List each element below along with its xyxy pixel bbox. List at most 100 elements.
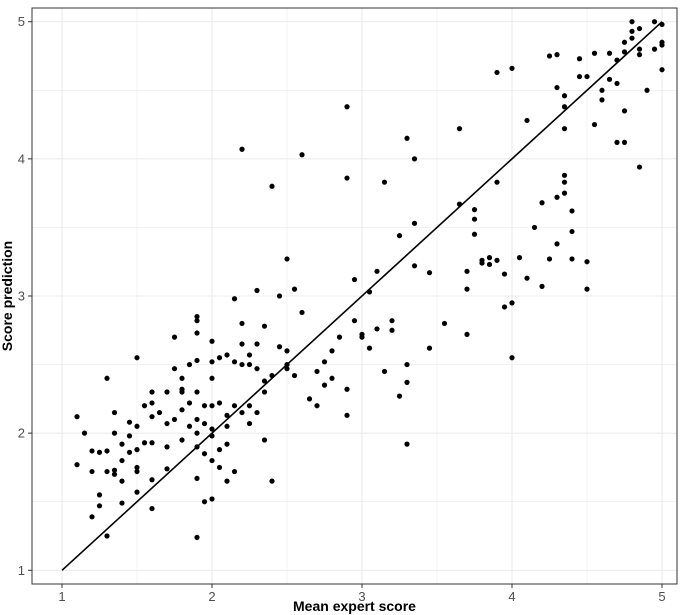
data-point xyxy=(231,468,238,475)
data-point xyxy=(239,409,245,416)
x-axis-title: Mean expert score xyxy=(293,598,416,614)
data-point xyxy=(351,276,358,283)
data-point xyxy=(359,334,365,340)
data-point xyxy=(164,466,170,472)
data-point xyxy=(464,268,470,274)
data-point xyxy=(546,256,553,262)
data-point xyxy=(554,241,560,247)
data-point xyxy=(201,499,208,505)
data-point xyxy=(194,330,200,336)
data-point xyxy=(156,409,163,416)
data-point xyxy=(134,423,140,429)
data-point xyxy=(209,496,215,502)
data-point xyxy=(464,331,470,337)
data-point xyxy=(561,104,568,110)
data-point xyxy=(224,412,230,418)
y-tick-label: 5 xyxy=(18,14,25,29)
data-point xyxy=(89,448,95,454)
data-point xyxy=(344,104,350,110)
data-point xyxy=(314,368,320,375)
data-point xyxy=(441,320,448,327)
data-point xyxy=(149,505,155,512)
data-point xyxy=(134,447,140,453)
data-point xyxy=(194,389,200,395)
data-point xyxy=(194,357,200,364)
data-point xyxy=(239,320,245,327)
data-point xyxy=(374,326,380,332)
data-point xyxy=(344,175,350,181)
data-point xyxy=(254,409,260,416)
data-point xyxy=(239,341,245,347)
data-point xyxy=(81,430,88,436)
x-tick-label: 4 xyxy=(508,589,515,604)
data-point xyxy=(126,449,133,455)
data-point xyxy=(141,403,148,409)
y-axis-title: Score prediction xyxy=(0,241,15,351)
y-tick-label: 2 xyxy=(18,426,25,441)
data-point xyxy=(216,447,223,453)
data-point xyxy=(471,231,478,237)
x-tick-label: 2 xyxy=(208,589,215,604)
data-point xyxy=(494,257,500,263)
data-point xyxy=(569,208,575,214)
data-point xyxy=(554,194,560,200)
data-point xyxy=(276,293,283,299)
data-point xyxy=(486,255,493,261)
data-point xyxy=(299,152,305,158)
data-point xyxy=(651,46,658,52)
data-point xyxy=(246,361,253,368)
data-point xyxy=(216,464,223,471)
data-point xyxy=(584,73,590,80)
data-point xyxy=(621,49,628,55)
data-point xyxy=(171,366,178,372)
data-point xyxy=(456,201,463,207)
data-point xyxy=(621,139,628,145)
data-point xyxy=(96,492,103,498)
data-point xyxy=(576,56,583,62)
data-point xyxy=(501,304,508,310)
data-point xyxy=(606,50,613,56)
data-point xyxy=(119,441,125,447)
data-point xyxy=(479,260,485,266)
data-point xyxy=(104,533,110,539)
data-point xyxy=(299,309,305,316)
data-point xyxy=(554,52,560,58)
data-point xyxy=(194,313,200,320)
data-point xyxy=(246,352,253,358)
data-point xyxy=(254,287,260,294)
data-point xyxy=(636,52,643,58)
data-point xyxy=(411,220,418,226)
data-point xyxy=(599,97,605,103)
data-point xyxy=(539,283,545,289)
data-point xyxy=(149,389,155,395)
x-tick-label: 5 xyxy=(658,589,665,604)
data-point xyxy=(561,190,568,196)
data-point xyxy=(509,65,515,71)
data-point xyxy=(501,271,508,277)
data-point xyxy=(404,361,410,368)
data-point xyxy=(119,500,125,506)
data-point xyxy=(426,345,433,351)
identity-reference-line xyxy=(61,21,663,571)
data-point xyxy=(389,318,395,324)
data-point xyxy=(246,403,253,409)
data-point xyxy=(179,375,185,381)
data-point xyxy=(179,389,185,395)
data-point xyxy=(651,19,658,25)
data-point xyxy=(306,396,313,402)
data-point xyxy=(111,471,118,477)
data-point xyxy=(224,441,230,447)
data-point xyxy=(231,359,238,365)
data-point xyxy=(209,426,215,432)
data-point xyxy=(644,87,650,93)
data-point xyxy=(396,393,403,399)
data-point xyxy=(284,348,290,354)
data-point xyxy=(194,318,200,324)
data-point xyxy=(486,261,493,268)
data-point xyxy=(531,224,538,231)
data-point xyxy=(96,503,103,509)
data-point xyxy=(201,403,208,409)
data-point xyxy=(224,352,230,358)
data-point xyxy=(216,400,223,406)
